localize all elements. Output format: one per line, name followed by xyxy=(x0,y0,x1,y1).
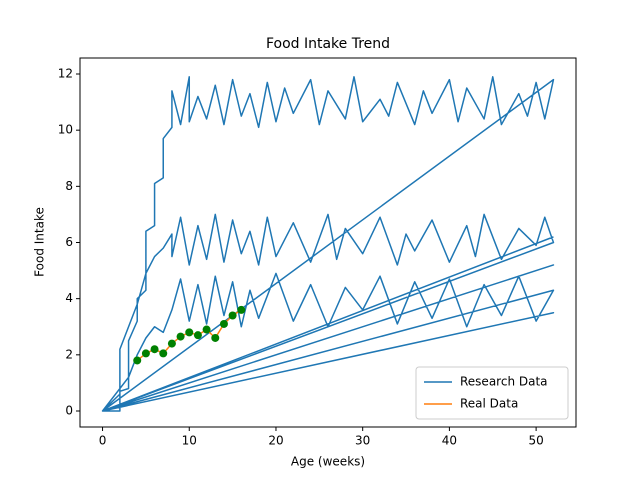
data-point xyxy=(150,345,159,354)
y-tick-label: 6 xyxy=(65,235,73,249)
data-point xyxy=(176,332,185,341)
x-tick-label: 50 xyxy=(528,434,543,448)
x-tick-label: 0 xyxy=(99,434,107,448)
data-point xyxy=(202,325,211,334)
data-point xyxy=(141,349,150,358)
data-point xyxy=(167,339,176,348)
y-tick-label: 10 xyxy=(58,123,73,137)
x-axis-label: Age (weeks) xyxy=(291,455,365,469)
data-point xyxy=(211,333,220,342)
y-tick-label: 8 xyxy=(65,179,73,193)
y-tick-label: 4 xyxy=(65,291,73,305)
x-tick-label: 40 xyxy=(442,434,457,448)
data-point xyxy=(159,349,168,358)
data-point xyxy=(193,331,202,340)
legend-label: Research Data xyxy=(460,375,548,389)
data-point xyxy=(185,328,194,337)
data-point xyxy=(133,356,142,365)
axes-frame xyxy=(79,57,577,428)
x-tick-label: 10 xyxy=(182,434,197,448)
y-tick-label: 2 xyxy=(65,347,73,361)
data-line xyxy=(101,76,555,412)
y-tick-label: 12 xyxy=(58,67,73,81)
legend-box xyxy=(415,366,569,420)
x-tick-label: 30 xyxy=(355,434,370,448)
y-tick-label: 0 xyxy=(65,403,73,417)
data-point xyxy=(228,311,237,320)
data-point xyxy=(237,305,246,314)
legend-label: Real Data xyxy=(460,397,518,411)
chart-title: Food Intake Trend xyxy=(266,36,390,52)
x-tick-label: 20 xyxy=(268,434,283,448)
data-point xyxy=(219,319,228,328)
y-axis-label: Food Intake xyxy=(33,207,47,277)
